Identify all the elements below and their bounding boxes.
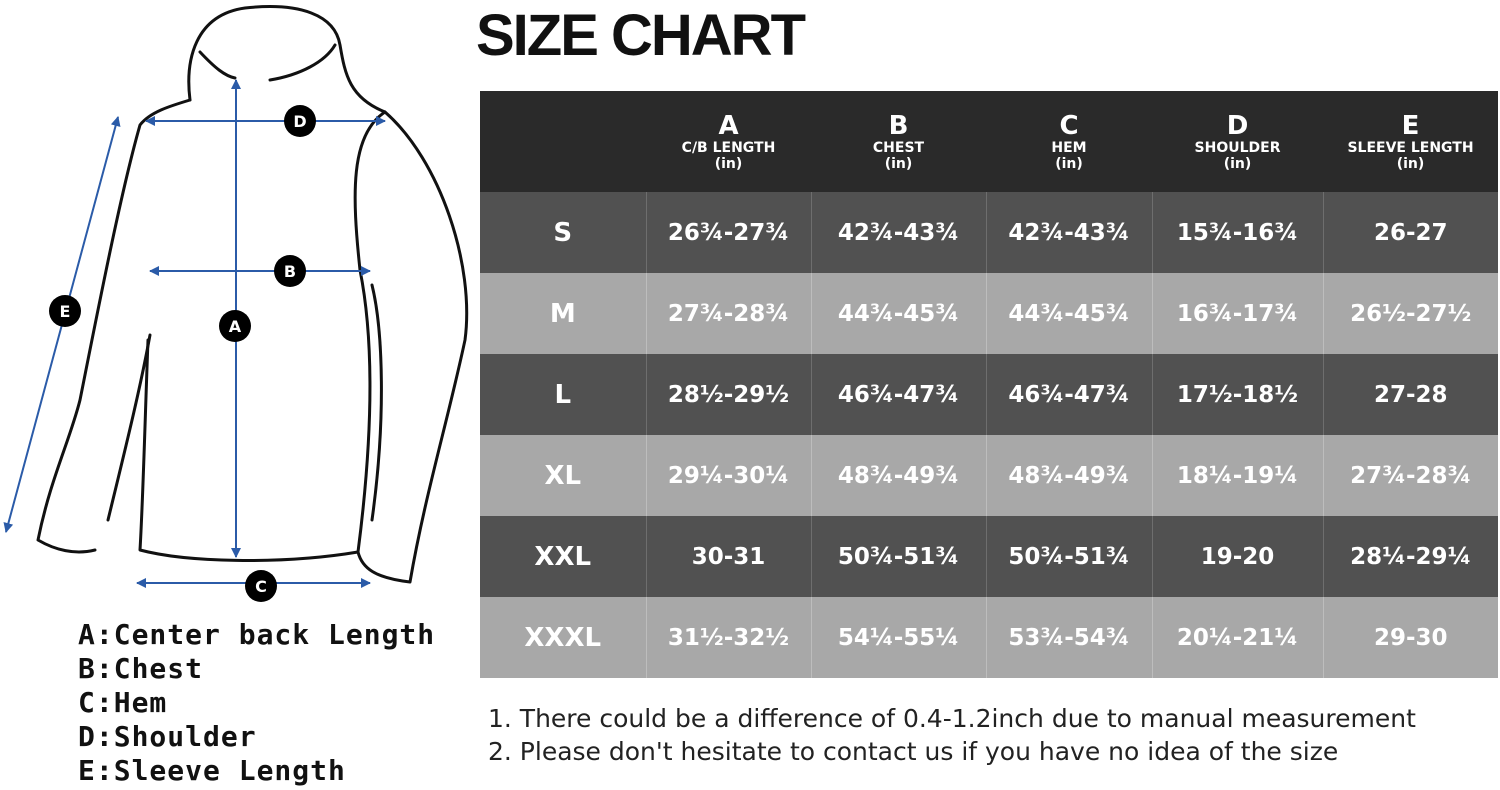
table-cell: 18¼-19¼ — [1152, 435, 1324, 516]
table-cell: 27¾-28¾ — [646, 273, 812, 354]
marker-a-label: A — [229, 317, 242, 336]
table-cell: 20¼-21¼ — [1152, 597, 1324, 678]
header-d: D SHOULDER (in) — [1194, 110, 1281, 172]
table-cell: 30-31 — [646, 516, 812, 597]
marker-e-label: E — [60, 302, 71, 321]
table-cell: 27¾-28¾ — [1350, 462, 1472, 489]
header-b: B CHEST (in) — [872, 110, 925, 172]
table-cell: 46¾-47¾ — [986, 354, 1153, 435]
table-cell: 29¼-30¼ — [646, 435, 812, 516]
table-header-row: A C/B LENGTH (in) B CHEST (in) C HEM (in) D SHO… — [480, 91, 1498, 192]
marker-b-label: B — [284, 262, 296, 281]
marker-a: A — [219, 310, 251, 342]
table-row: XL 29¼-30¼ 48¾-49¾ 48¾-49¾ 18¼-19¼ 27¾-2… — [480, 435, 1498, 516]
size-label: M — [480, 273, 647, 354]
table-cell: 53¾-54¾ — [986, 597, 1153, 678]
size-label: XL — [480, 435, 647, 516]
marker-c: C — [245, 570, 277, 602]
table-cell: 28½-29½ — [646, 354, 812, 435]
table-cell: 16¾-17¾ — [1152, 273, 1324, 354]
table-cell: 46¾-47¾ — [811, 354, 987, 435]
table-cell: 28¼-29¼ — [1350, 543, 1472, 570]
table-cell: 26¾-27¾ — [646, 192, 812, 273]
legend-item: E:Sleeve Length — [78, 754, 346, 787]
table-cell: 26½-27½ — [1350, 300, 1472, 327]
header-size-cell — [480, 91, 646, 192]
size-label: L — [480, 354, 647, 435]
table-cell: 19-20 — [1152, 516, 1324, 597]
legend-item: C:Hem — [78, 686, 168, 719]
table-cell: 50¾-51¾ — [986, 516, 1153, 597]
size-label: XXL — [480, 516, 647, 597]
table-cell: 15¾-16¾ — [1152, 192, 1324, 273]
table-row: XXL 30-31 50¾-51¾ 50¾-51¾ 19-20 28¼-29¼ — [480, 516, 1498, 597]
table-row: L 28½-29½ 46¾-47¾ 46¾-47¾ 17½-18½ 27-28 — [480, 354, 1498, 435]
table-cell: 31½-32½ — [646, 597, 812, 678]
legend-item: D:Shoulder — [78, 720, 257, 753]
table-row: S 26¾-27¾ 42¾-43¾ 42¾-43¾ 15¾-16¾ 26-27 — [480, 192, 1498, 273]
table-row: XXXL 31½-32½ 54¼-55¼ 53¾-54¾ 20¼-21¼ 29-… — [480, 597, 1498, 678]
legend-item: B:Chest — [78, 652, 204, 685]
table-cell: 42¾-43¾ — [986, 192, 1153, 273]
size-label: S — [480, 192, 647, 273]
table-cell: 44¾-45¾ — [811, 273, 987, 354]
header-e: E SLEEVE LENGTH (in) — [1347, 110, 1474, 172]
table-cell: 42¾-43¾ — [811, 192, 987, 273]
table-cell: 26-27 — [1373, 219, 1448, 246]
header-c: C HEM (in) — [1051, 110, 1087, 172]
measurement-notes: 1. There could be a difference of 0.4-1.… — [488, 702, 1416, 768]
measurement-legend: A:Center back Length B:Chest C:Hem D:Sho… — [78, 618, 435, 788]
marker-e: E — [49, 295, 81, 327]
page-title: SIZE CHART — [476, 3, 806, 68]
size-label: XXXL — [480, 597, 647, 678]
marker-d-label: D — [293, 112, 306, 131]
table-cell: 27-28 — [1373, 381, 1448, 408]
jacket-outline — [36, 5, 469, 584]
table-cell: 48¾-49¾ — [811, 435, 987, 516]
note-item: 1. There could be a difference of 0.4-1.… — [488, 704, 1416, 733]
table-cell: 17½-18½ — [1152, 354, 1324, 435]
table-cell: 29-30 — [1373, 624, 1448, 651]
size-table: A C/B LENGTH (in) B CHEST (in) C HEM (in) D SHO… — [480, 91, 1498, 678]
marker-c-label: C — [255, 577, 267, 596]
table-cell: 50¾-51¾ — [811, 516, 987, 597]
header-a: A C/B LENGTH (in) — [681, 110, 776, 172]
table-cell: 44¾-45¾ — [986, 273, 1153, 354]
measurement-arrows — [3, 79, 386, 588]
marker-b: B — [274, 255, 306, 287]
marker-d: D — [284, 105, 316, 137]
table-cell: 54¼-55¼ — [811, 597, 987, 678]
jacket-diagram: A B C D E — [3, 5, 469, 602]
table-row: M 27¾-28¾ 44¾-45¾ 44¾-45¾ 16¾-17¾ 26½-27… — [480, 273, 1498, 354]
table-cell: 48¾-49¾ — [986, 435, 1153, 516]
legend-item: A:Center back Length — [78, 618, 436, 651]
note-item: 2. Please don't hesitate to contact us i… — [488, 737, 1339, 766]
